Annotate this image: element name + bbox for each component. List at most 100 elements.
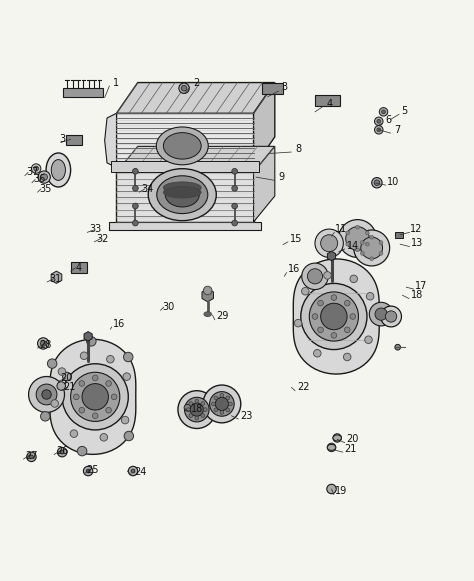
Ellipse shape xyxy=(345,300,350,306)
Ellipse shape xyxy=(124,352,133,362)
Ellipse shape xyxy=(58,368,66,375)
Ellipse shape xyxy=(204,312,211,317)
Ellipse shape xyxy=(157,176,208,214)
Text: 12: 12 xyxy=(410,224,423,234)
Text: 3: 3 xyxy=(281,83,287,92)
Ellipse shape xyxy=(195,399,199,403)
Ellipse shape xyxy=(214,396,218,400)
Ellipse shape xyxy=(148,168,216,221)
Ellipse shape xyxy=(232,185,237,191)
FancyBboxPatch shape xyxy=(262,83,283,94)
Ellipse shape xyxy=(350,275,357,283)
Polygon shape xyxy=(117,173,254,222)
Ellipse shape xyxy=(331,332,337,338)
FancyBboxPatch shape xyxy=(64,88,103,96)
Ellipse shape xyxy=(195,416,199,420)
Ellipse shape xyxy=(128,467,138,476)
Ellipse shape xyxy=(42,390,51,399)
Ellipse shape xyxy=(164,187,201,198)
Text: 30: 30 xyxy=(163,302,174,312)
Ellipse shape xyxy=(57,447,67,457)
Ellipse shape xyxy=(302,263,328,289)
Polygon shape xyxy=(293,259,379,374)
Ellipse shape xyxy=(346,231,350,235)
Ellipse shape xyxy=(356,248,359,252)
Text: 26: 26 xyxy=(56,446,68,456)
Ellipse shape xyxy=(320,303,347,330)
Ellipse shape xyxy=(345,327,350,333)
Ellipse shape xyxy=(71,372,120,421)
Ellipse shape xyxy=(327,443,336,451)
Text: 7: 7 xyxy=(394,125,401,135)
Text: 36: 36 xyxy=(34,174,46,184)
Ellipse shape xyxy=(320,235,337,252)
Ellipse shape xyxy=(338,220,376,257)
Ellipse shape xyxy=(133,220,138,226)
Text: 17: 17 xyxy=(415,281,428,290)
Ellipse shape xyxy=(377,128,381,132)
Text: 22: 22 xyxy=(297,382,310,392)
Ellipse shape xyxy=(60,450,64,454)
Ellipse shape xyxy=(385,311,397,322)
Text: 18: 18 xyxy=(410,290,423,300)
Ellipse shape xyxy=(379,241,383,245)
Text: 11: 11 xyxy=(335,224,347,234)
Ellipse shape xyxy=(374,180,380,185)
Ellipse shape xyxy=(178,390,216,429)
Ellipse shape xyxy=(226,396,230,400)
Text: 1: 1 xyxy=(113,77,119,88)
Ellipse shape xyxy=(203,286,212,295)
Ellipse shape xyxy=(27,452,36,461)
FancyBboxPatch shape xyxy=(66,135,82,145)
Text: 34: 34 xyxy=(141,184,153,194)
Ellipse shape xyxy=(211,402,215,406)
Ellipse shape xyxy=(395,345,401,350)
Ellipse shape xyxy=(308,269,322,284)
Ellipse shape xyxy=(36,384,57,405)
Text: 10: 10 xyxy=(387,177,399,187)
Ellipse shape xyxy=(232,203,237,209)
Ellipse shape xyxy=(318,327,323,333)
Polygon shape xyxy=(254,83,275,168)
Ellipse shape xyxy=(86,469,90,473)
Text: 21: 21 xyxy=(63,382,75,392)
Ellipse shape xyxy=(210,392,234,416)
Polygon shape xyxy=(117,113,254,168)
Text: 4: 4 xyxy=(326,99,332,109)
Polygon shape xyxy=(254,146,275,222)
Ellipse shape xyxy=(346,227,369,250)
Text: 20: 20 xyxy=(61,373,73,383)
Ellipse shape xyxy=(365,231,369,235)
Ellipse shape xyxy=(184,404,191,411)
Polygon shape xyxy=(109,222,261,231)
Text: 24: 24 xyxy=(134,468,146,478)
Text: 2: 2 xyxy=(194,78,200,88)
Ellipse shape xyxy=(164,182,201,193)
Polygon shape xyxy=(117,83,275,113)
Ellipse shape xyxy=(327,444,336,450)
Ellipse shape xyxy=(369,302,393,326)
Text: 5: 5 xyxy=(401,106,408,116)
Ellipse shape xyxy=(31,164,41,173)
Text: 19: 19 xyxy=(335,486,347,496)
Polygon shape xyxy=(111,160,259,172)
FancyBboxPatch shape xyxy=(71,262,87,272)
Text: 16: 16 xyxy=(113,318,125,329)
Ellipse shape xyxy=(47,359,57,368)
Ellipse shape xyxy=(365,242,369,246)
Ellipse shape xyxy=(124,431,134,441)
Ellipse shape xyxy=(203,408,207,411)
Ellipse shape xyxy=(333,433,341,442)
Ellipse shape xyxy=(133,168,138,174)
Ellipse shape xyxy=(156,127,208,165)
Ellipse shape xyxy=(92,413,98,418)
Ellipse shape xyxy=(232,168,237,174)
Ellipse shape xyxy=(106,407,111,413)
Ellipse shape xyxy=(189,401,193,406)
Text: 29: 29 xyxy=(217,311,229,321)
Ellipse shape xyxy=(333,435,341,441)
Ellipse shape xyxy=(331,295,337,300)
Text: 15: 15 xyxy=(290,234,302,243)
Ellipse shape xyxy=(360,241,364,245)
Ellipse shape xyxy=(179,83,189,94)
